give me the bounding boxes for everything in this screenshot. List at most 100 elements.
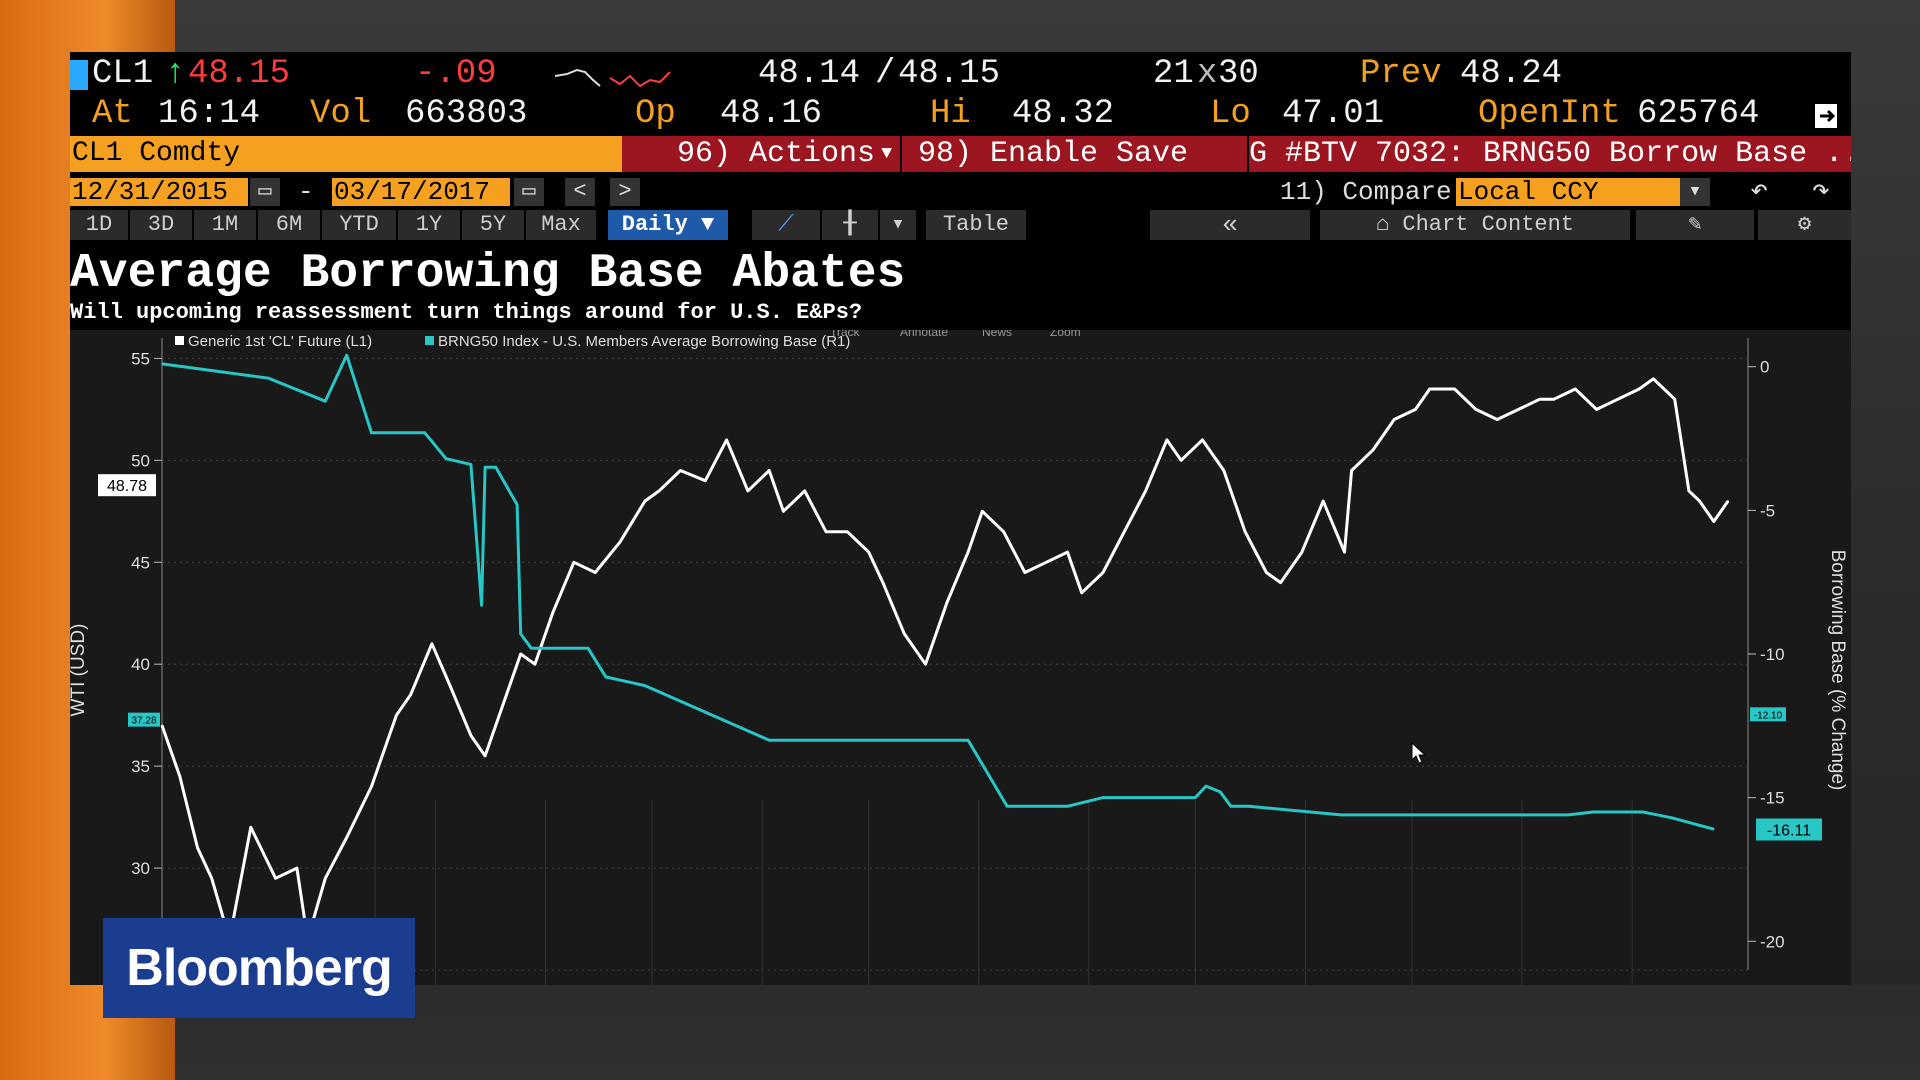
- data-point: [1350, 469, 1353, 472]
- redo-icon[interactable]: ↷: [1811, 175, 1831, 209]
- left-axis-title: WTI (USD): [70, 624, 89, 717]
- data-point: [1475, 408, 1477, 411]
- data-point: [1066, 551, 1069, 553]
- end-date-field[interactable]: 03/17/2017: [332, 178, 510, 206]
- data-point: [267, 377, 270, 380]
- data-point: [945, 602, 948, 604]
- data-point: [178, 775, 181, 778]
- open-interest-label: OpenInt: [1478, 95, 1621, 133]
- gear-icon[interactable]: ⚙: [1758, 210, 1851, 240]
- data-point: [1066, 805, 1069, 808]
- news-message[interactable]: G #BTV 7032: BRNG50 Borrow Base ...: [1249, 136, 1851, 172]
- data-point: [981, 510, 984, 513]
- undo-icon[interactable]: ↶: [1749, 175, 1769, 209]
- legend-swatch-wti: [175, 336, 184, 345]
- data-point: [1567, 814, 1570, 816]
- command-row: CL1 Comdty 96) Actions ▼ 98) Enable Save…: [70, 136, 1851, 172]
- actions-menu[interactable]: 96) Actions ▼: [622, 136, 900, 172]
- data-point: [1712, 828, 1715, 831]
- right-last-value: -16.11: [1767, 823, 1811, 840]
- high: 48.32: [1012, 95, 1115, 133]
- calendar-icon[interactable]: ▭: [514, 178, 544, 206]
- data-point: [1538, 398, 1541, 400]
- tab-1d[interactable]: 1D: [70, 210, 128, 240]
- frequency-label: Daily: [621, 212, 688, 237]
- right-tick-label: -15: [1760, 789, 1785, 808]
- data-point: [825, 530, 827, 533]
- chart-tool-zoom: Zoom: [1050, 330, 1081, 339]
- data-point: [1670, 816, 1672, 819]
- data-point: [516, 503, 518, 506]
- tab-ytd[interactable]: YTD: [322, 210, 396, 240]
- bid-size: 21: [1153, 55, 1194, 93]
- volume: 663803: [405, 95, 528, 133]
- data-point: [594, 571, 597, 574]
- tab-6m[interactable]: 6M: [258, 210, 320, 240]
- prev-value: 48.24: [1460, 55, 1563, 93]
- last-price: 48.15: [188, 55, 291, 93]
- data-point: [423, 432, 426, 434]
- data-point: [324, 400, 327, 402]
- export-icon[interactable]: [1812, 100, 1840, 130]
- right-tick-label: -20: [1760, 932, 1785, 951]
- bar-chart-icon[interactable]: ╂: [822, 210, 878, 240]
- currency-select[interactable]: Local CCY: [1456, 178, 1680, 206]
- edit-icon[interactable]: ✎: [1636, 210, 1754, 240]
- chart-type-dropdown-icon[interactable]: ▾: [880, 210, 916, 240]
- security-field[interactable]: CL1 Comdty: [70, 136, 622, 172]
- up-arrow-icon: ↑: [165, 55, 186, 93]
- legend-label-borrowing-base: BRNG50 Index - U.S. Members Average Borr…: [438, 333, 850, 350]
- next-arrow-icon[interactable]: >: [610, 178, 640, 206]
- data-point: [1322, 500, 1324, 502]
- right-mid-value: -12.10: [1754, 710, 1783, 721]
- data-point: [605, 676, 607, 678]
- currency-dropdown-icon[interactable]: ▾: [1680, 178, 1710, 206]
- data-point: [530, 647, 533, 650]
- left-last-flag: [98, 474, 156, 497]
- background-bottom: [175, 985, 1920, 1080]
- data-point: [1144, 490, 1147, 492]
- left-low-flag: [128, 712, 160, 727]
- x-tick-label: Sep: [1024, 984, 1056, 985]
- data-point: [445, 457, 447, 460]
- chart-content-button[interactable]: ⌂ Chart Content: [1320, 210, 1630, 240]
- data-point: [1414, 408, 1417, 411]
- mouse-cursor-icon: [1411, 741, 1427, 764]
- tab-max[interactable]: Max: [526, 210, 596, 240]
- tab-5y[interactable]: 5Y: [462, 210, 524, 240]
- collapse-icon[interactable]: «: [1150, 210, 1310, 240]
- tab-1m[interactable]: 1M: [194, 210, 256, 240]
- tab-1y[interactable]: 1Y: [398, 210, 460, 240]
- legend-label-wti: Generic 1st 'CL' Future (L1): [188, 333, 372, 350]
- frequency-select[interactable]: Daily ▼: [608, 210, 728, 240]
- calendar-icon[interactable]: ▭: [250, 178, 280, 206]
- table-button[interactable]: Table: [926, 210, 1026, 240]
- right-tick-label: 0: [1760, 358, 1769, 377]
- chart-area[interactable]: 555045403530250-5-10-15-20MarAprMayJunJu…: [70, 325, 1851, 985]
- data-point: [1592, 811, 1594, 813]
- enable-save-button[interactable]: 98) Enable Save: [902, 136, 1247, 172]
- x-tick-label: Dec: [1348, 984, 1380, 985]
- line-chart-icon[interactable]: ⟋: [752, 210, 820, 240]
- data-point: [1673, 398, 1676, 400]
- x-tick-label: Mar: [1668, 984, 1699, 985]
- x-tick-label: Jun: [699, 984, 728, 985]
- ask-size: 30: [1218, 55, 1259, 93]
- data-point: [494, 466, 497, 469]
- left-tick-label: 55: [131, 349, 150, 368]
- data-point: [409, 693, 412, 696]
- prev-arrow-icon[interactable]: <: [565, 178, 595, 206]
- data-point: [1265, 571, 1268, 574]
- bloomberg-terminal: CL1 ↑ 48.15 -.09 48.14 / 48.15 21 x 30 P…: [70, 52, 1851, 985]
- data-point: [1641, 811, 1644, 813]
- right-tick-label: -5: [1760, 501, 1775, 520]
- data-point: [1230, 805, 1232, 808]
- data-point: [644, 684, 646, 687]
- tab-3d[interactable]: 3D: [130, 210, 192, 240]
- data-point: [370, 432, 373, 434]
- data-point: [274, 877, 277, 880]
- compare-button[interactable]: 11) Compare: [1280, 177, 1452, 207]
- x-tick-label: Jul: [809, 984, 832, 985]
- start-date-field[interactable]: 12/31/2015: [70, 178, 248, 206]
- vol-label: Vol: [310, 95, 372, 133]
